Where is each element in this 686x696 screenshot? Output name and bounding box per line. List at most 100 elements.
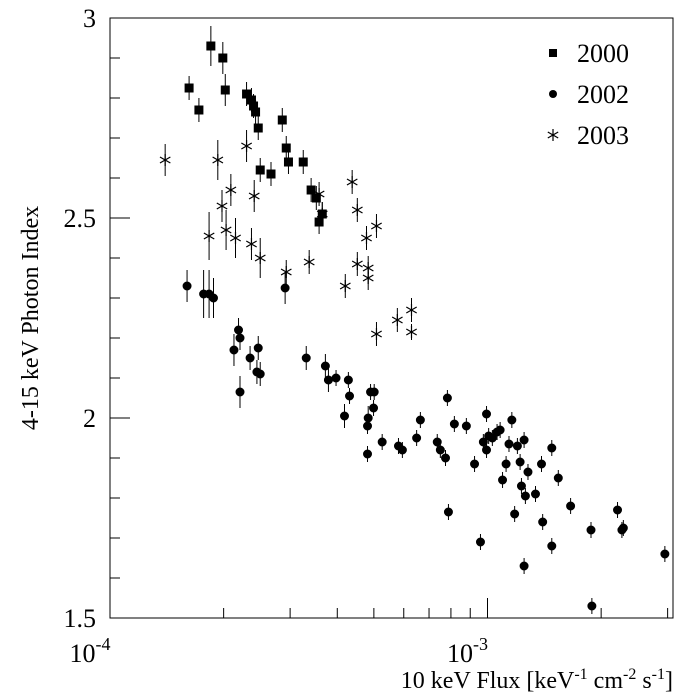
data-point	[415, 415, 425, 425]
data-point	[253, 343, 263, 353]
data-point	[475, 537, 485, 547]
data-point	[519, 561, 529, 571]
data-point	[320, 361, 330, 371]
data-point	[530, 489, 540, 499]
legend-label: 2000	[577, 39, 629, 68]
data-point	[618, 523, 628, 533]
data-point	[613, 505, 623, 515]
data-point	[449, 419, 459, 429]
data-point	[538, 517, 548, 527]
x-label-sup: -1	[652, 666, 665, 683]
data-point	[412, 433, 422, 443]
data-point	[220, 85, 230, 95]
data-point	[254, 252, 266, 264]
data-point	[159, 154, 171, 166]
data-point	[482, 409, 492, 419]
data-point	[343, 375, 353, 385]
data-point	[406, 326, 417, 338]
legend-label: 2002	[577, 80, 629, 109]
data-point	[316, 208, 328, 220]
data-point	[442, 393, 452, 403]
data-point	[218, 53, 228, 63]
x-tick-label: 10-3	[447, 634, 488, 668]
data-point	[443, 507, 453, 517]
data-point	[369, 403, 379, 413]
data-point	[370, 220, 382, 232]
data-point	[306, 185, 316, 195]
data-point	[277, 115, 287, 125]
data-point	[212, 154, 224, 166]
data-point	[515, 457, 525, 467]
data-point	[331, 373, 341, 383]
data-point	[206, 41, 216, 51]
data-point	[351, 258, 363, 270]
data-point	[478, 437, 488, 447]
data-point	[313, 188, 325, 200]
data-point	[432, 437, 442, 447]
data-point	[397, 445, 407, 455]
y-axis-label: 4-15 keV Photon Index	[18, 206, 44, 430]
data-point	[377, 437, 387, 447]
data-point	[235, 333, 245, 343]
data-point	[441, 453, 451, 463]
data-point	[255, 369, 265, 379]
data-point	[345, 391, 355, 401]
legend-marker	[549, 90, 557, 98]
data-point	[461, 421, 471, 431]
data-point	[266, 169, 276, 179]
data-point	[363, 421, 373, 431]
data-point	[280, 266, 292, 278]
data-point	[351, 204, 363, 216]
data-point	[547, 443, 557, 453]
data-point	[660, 549, 670, 559]
data-point	[363, 449, 373, 459]
y-tick-label: 3	[83, 4, 96, 33]
data-point	[362, 272, 374, 284]
data-point	[553, 473, 563, 483]
data-point	[520, 491, 530, 501]
x-label-sup: -1	[574, 666, 587, 683]
data-point	[498, 475, 508, 485]
data-point	[523, 467, 533, 477]
data-point	[235, 387, 245, 397]
data-point	[248, 190, 260, 202]
data-point	[230, 232, 241, 244]
data-point	[245, 353, 255, 363]
data-point	[501, 459, 511, 469]
data-point	[182, 281, 192, 291]
data-point	[255, 165, 265, 175]
data-point	[229, 345, 239, 355]
data-point	[184, 83, 194, 93]
data-point	[216, 200, 228, 212]
data-point	[504, 439, 514, 449]
data-point	[487, 433, 497, 443]
data-point	[339, 280, 351, 292]
data-point	[303, 256, 315, 268]
data-point	[536, 459, 546, 469]
y-tick-label: 1.5	[64, 604, 97, 633]
x-label-part: s	[636, 668, 651, 694]
data-point	[363, 413, 373, 423]
data-point	[234, 325, 244, 335]
plot-frame	[109, 17, 674, 619]
data-point	[512, 441, 522, 451]
data-point	[519, 435, 529, 445]
data-point	[360, 232, 372, 244]
data-point	[280, 283, 290, 293]
data-point	[203, 230, 215, 242]
legend-marker	[549, 49, 557, 57]
data-point	[220, 224, 232, 236]
data-point	[241, 140, 253, 152]
data-point	[510, 509, 520, 519]
data-point	[346, 176, 358, 188]
data-point	[311, 193, 321, 203]
data-point	[470, 459, 480, 469]
x-tick-exponent: -3	[473, 634, 488, 654]
x-tick-exponent: -4	[96, 634, 111, 654]
data-point	[482, 445, 492, 455]
data-point	[566, 501, 576, 511]
data-point	[301, 353, 311, 363]
data-point	[516, 481, 526, 491]
x-tick-base: 10	[70, 639, 96, 668]
